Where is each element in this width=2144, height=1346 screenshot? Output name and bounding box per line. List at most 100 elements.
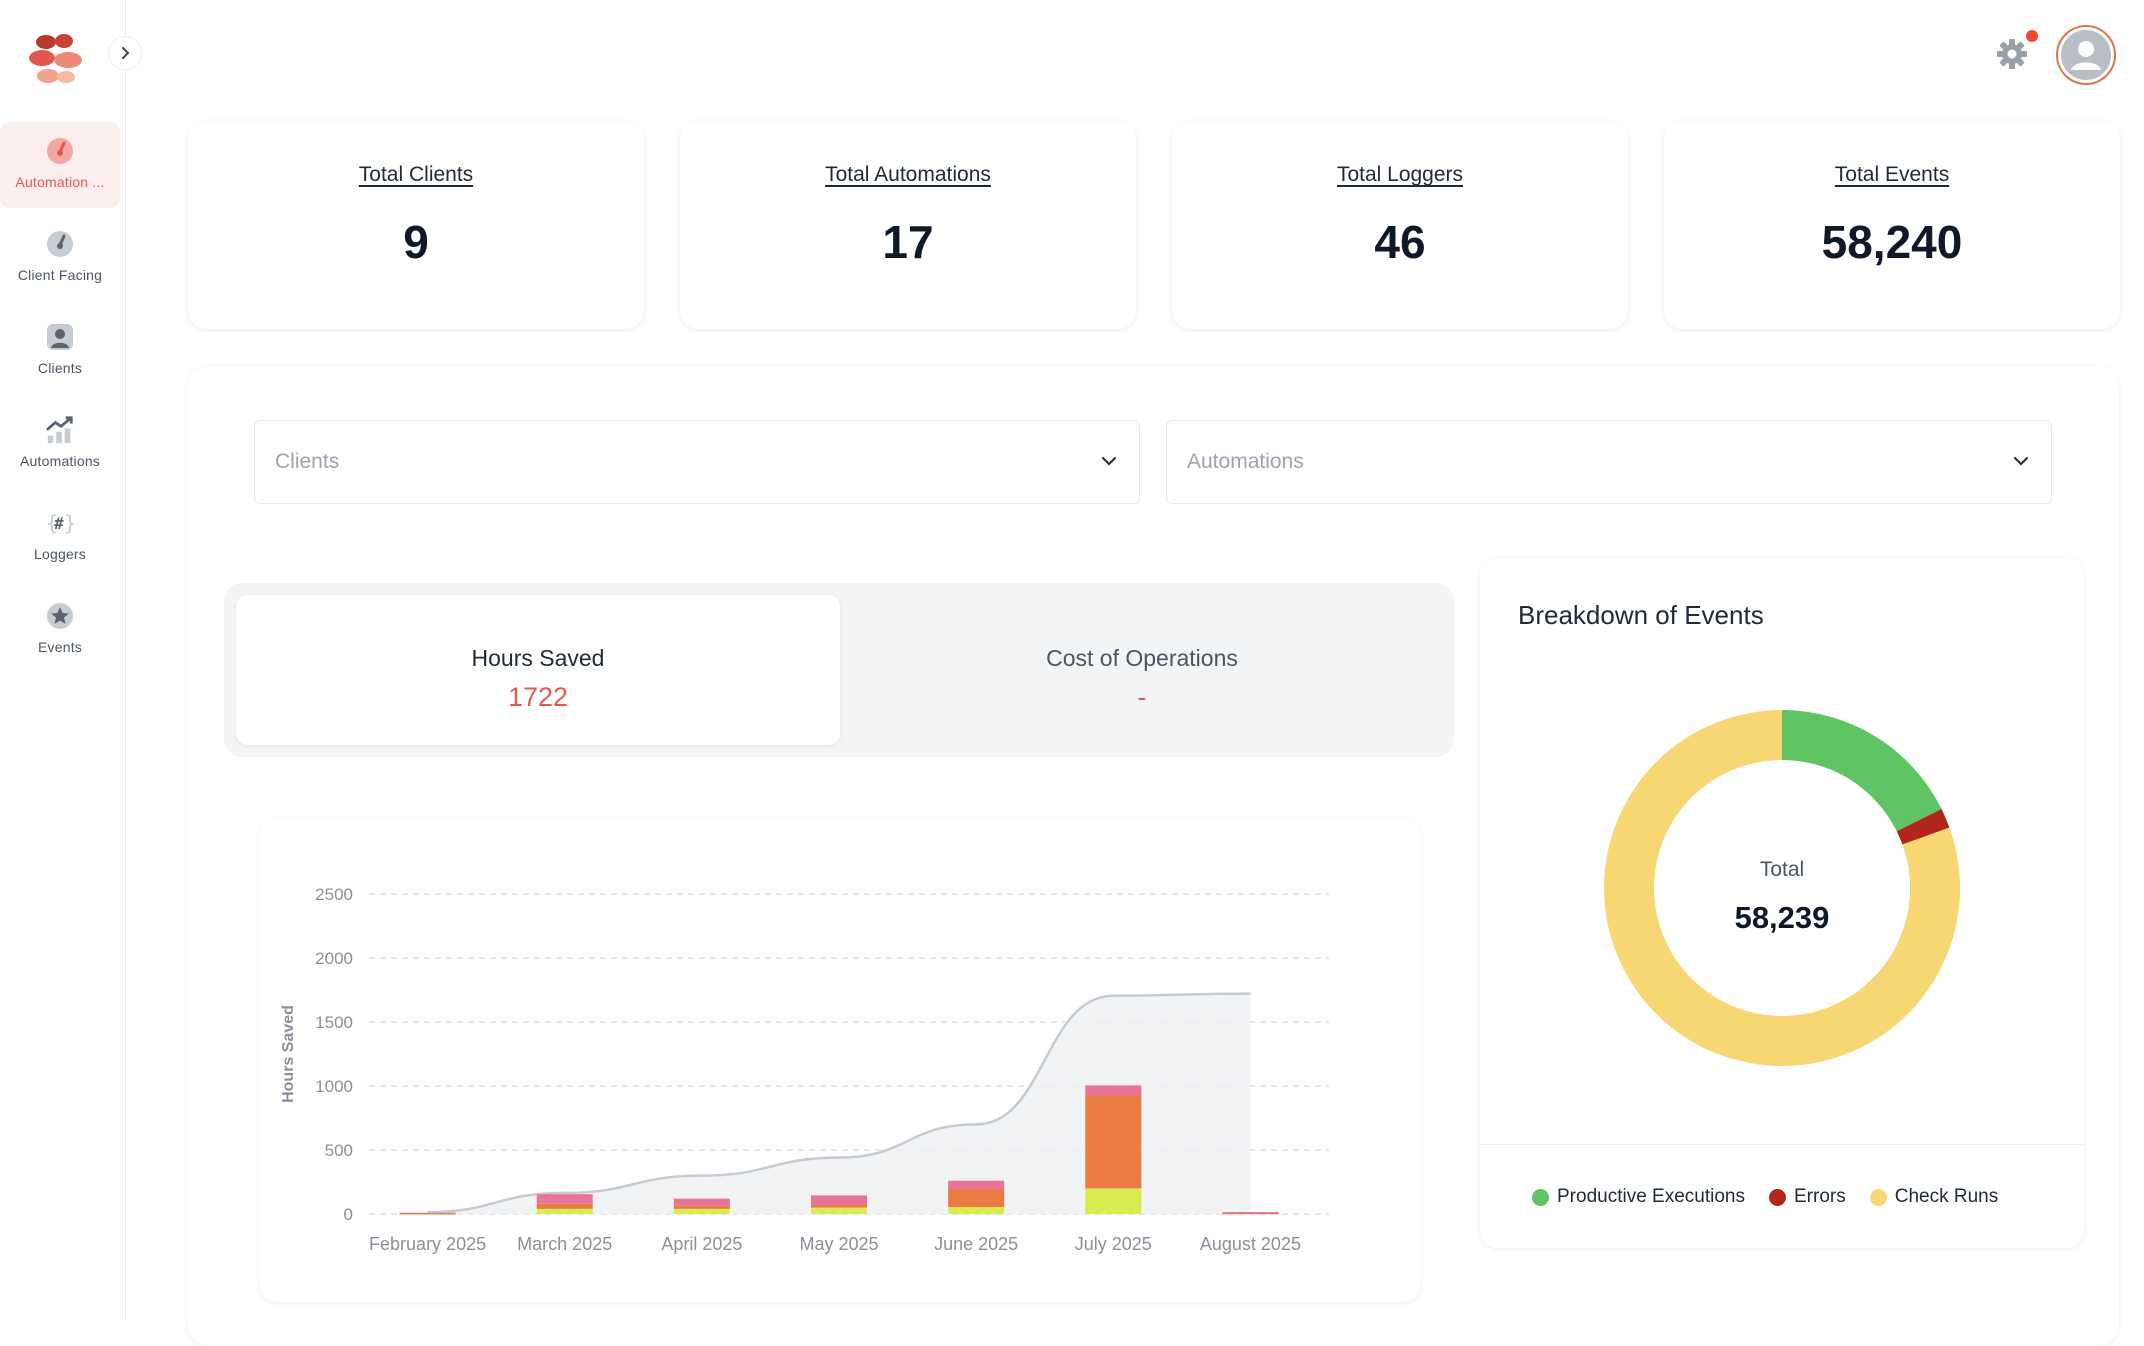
x-tick-label: May 2025 — [799, 1234, 878, 1254]
sidebar: Automation ... Client Facing Clients Aut… — [0, 0, 142, 1320]
gauge-icon — [45, 136, 75, 166]
user-icon — [2071, 41, 2101, 70]
sidebar-item-clients[interactable]: Clients — [0, 308, 120, 394]
breakdown-title: Breakdown of Events — [1518, 600, 1764, 630]
events-donut-chart: Total 58,239 — [1604, 710, 1960, 1066]
sidebar-item-client-facing[interactable]: Client Facing — [0, 215, 120, 301]
x-tick-label: February 2025 — [369, 1234, 486, 1254]
donut-center-value: 58,239 — [1735, 900, 1830, 935]
sidebar-item-label: Loggers — [34, 546, 86, 562]
chevron-right-icon — [122, 47, 130, 59]
tab-value: 1722 — [507, 682, 569, 712]
settings-button[interactable] — [1994, 36, 2030, 72]
bar-segment — [948, 1206, 1005, 1214]
legend-item-check-runs[interactable]: Check Runs — [1869, 1186, 1999, 1208]
stat-value: 58,240 — [1821, 216, 1963, 268]
bar-segment — [1085, 1188, 1142, 1214]
sidebar-item-events[interactable]: Events — [0, 587, 120, 673]
tab-value: - — [1137, 682, 1147, 712]
y-tick-label: 1500 — [315, 1013, 353, 1032]
sidebar-item-label: Automations — [19, 453, 101, 469]
stat-title[interactable]: Total Loggers — [1336, 163, 1464, 186]
svg-text:{: { — [46, 511, 58, 535]
stat-card-total-loggers[interactable]: Total Loggers 46 — [1172, 121, 1628, 329]
x-tick-label: March 2025 — [517, 1234, 612, 1254]
brand-logo[interactable] — [26, 32, 92, 88]
cumulative-area — [427, 993, 1251, 1214]
legend-item-productive[interactable]: Productive Executions — [1532, 1186, 1745, 1208]
sidebar-item-label: Events — [38, 639, 82, 655]
svg-text:}: } — [64, 511, 75, 535]
clients-select-placeholder: Clients — [275, 450, 340, 473]
legend-swatch — [1769, 1188, 1786, 1206]
legend-label: Check Runs — [1894, 1186, 1999, 1207]
x-tick-label: July 2025 — [1075, 1234, 1152, 1254]
gear-icon — [1997, 39, 2027, 69]
stat-value: 46 — [1374, 216, 1426, 268]
stat-card-total-automations[interactable]: Total Automations 17 — [680, 121, 1136, 329]
bar-segment — [1222, 1212, 1279, 1214]
svg-text:#: # — [54, 514, 64, 533]
automations-select-placeholder: Automations — [1187, 450, 1304, 473]
y-tick-label: 2500 — [315, 885, 353, 904]
legend-swatch — [1532, 1188, 1549, 1206]
y-tick-label: 0 — [344, 1205, 353, 1224]
bar-segment — [673, 1205, 730, 1209]
donut-slice — [1782, 710, 1942, 832]
star-icon — [45, 601, 75, 631]
x-tick-label: June 2025 — [934, 1234, 1018, 1254]
y-tick-label: 500 — [325, 1141, 353, 1160]
clients-select[interactable]: Clients — [254, 420, 1140, 504]
tab-label: Hours Saved — [471, 645, 605, 671]
donut-slice — [1896, 809, 1950, 845]
bar-segment — [673, 1198, 730, 1206]
chevron-down-icon — [2013, 456, 2029, 466]
donut-legend: Productive Executions Errors Check Runs — [1532, 1186, 1998, 1208]
stat-title[interactable]: Total Automations — [825, 163, 991, 186]
automations-select[interactable]: Automations — [1166, 420, 2052, 504]
stat-value: 17 — [882, 216, 934, 268]
sidebar-item-automation[interactable]: Automation ... — [0, 122, 120, 208]
stat-title[interactable]: Total Clients — [358, 163, 474, 186]
sidebar-item-loggers[interactable]: {} # Loggers — [0, 494, 120, 580]
bar-segment — [1085, 1085, 1142, 1095]
stat-title[interactable]: Total Events — [1834, 163, 1950, 186]
donut-center-label: Total — [1760, 858, 1804, 881]
avatar — [2061, 30, 2111, 80]
bar-segment — [948, 1189, 1005, 1207]
sidebar-item-label: Client Facing — [17, 267, 103, 283]
tab-label: Cost of Operations — [1046, 645, 1238, 671]
stat-value: 9 — [403, 216, 429, 268]
legend-label: Errors — [1794, 1186, 1846, 1207]
bar-segment — [399, 1212, 456, 1215]
sidebar-item-automations[interactable]: Automations — [0, 401, 120, 487]
legend-swatch — [1869, 1188, 1887, 1206]
bar-segment — [948, 1180, 1005, 1190]
user-icon — [45, 322, 75, 352]
stat-card-total-events[interactable]: Total Events 58,240 — [1664, 121, 2120, 329]
y-tick-label: 2000 — [315, 949, 353, 968]
tab-cost-of-operations[interactable]: Cost of Operations - — [840, 595, 1444, 745]
bar-segment — [811, 1205, 867, 1208]
hours-saved-chart-card: 2500 2000 1500 1000 500 0 Hours Saved February … — [259, 818, 1421, 1302]
sidebar-expand-button[interactable] — [108, 36, 142, 70]
bar-segment — [811, 1207, 867, 1214]
y-axis-label: Hours Saved — [280, 1005, 297, 1103]
tab-hours-saved[interactable]: Hours Saved 1722 — [236, 595, 840, 745]
metric-toggle: Hours Saved 1722 Cost of Operations - — [224, 583, 1454, 757]
hours-saved-chart: 2500 2000 1500 1000 500 0 Hours Saved February … — [280, 885, 1329, 1254]
bar-segment — [1085, 1094, 1142, 1189]
hash-braces-icon: {} # — [45, 508, 75, 538]
user-avatar[interactable] — [2056, 25, 2116, 85]
divider — [1480, 1144, 2084, 1145]
sidebar-item-label: Automation ... — [15, 174, 105, 190]
chevron-down-icon — [1101, 456, 1117, 466]
bar-segment — [811, 1195, 867, 1206]
x-tick-label: August 2025 — [1200, 1234, 1301, 1254]
bar-segment — [536, 1194, 593, 1204]
stat-card-total-clients[interactable]: Total Clients 9 — [188, 121, 644, 329]
y-tick-label: 1000 — [315, 1077, 353, 1096]
cumulative-line — [427, 992, 1251, 1214]
notification-dot — [2026, 30, 2038, 42]
legend-item-errors[interactable]: Errors — [1769, 1186, 1846, 1208]
